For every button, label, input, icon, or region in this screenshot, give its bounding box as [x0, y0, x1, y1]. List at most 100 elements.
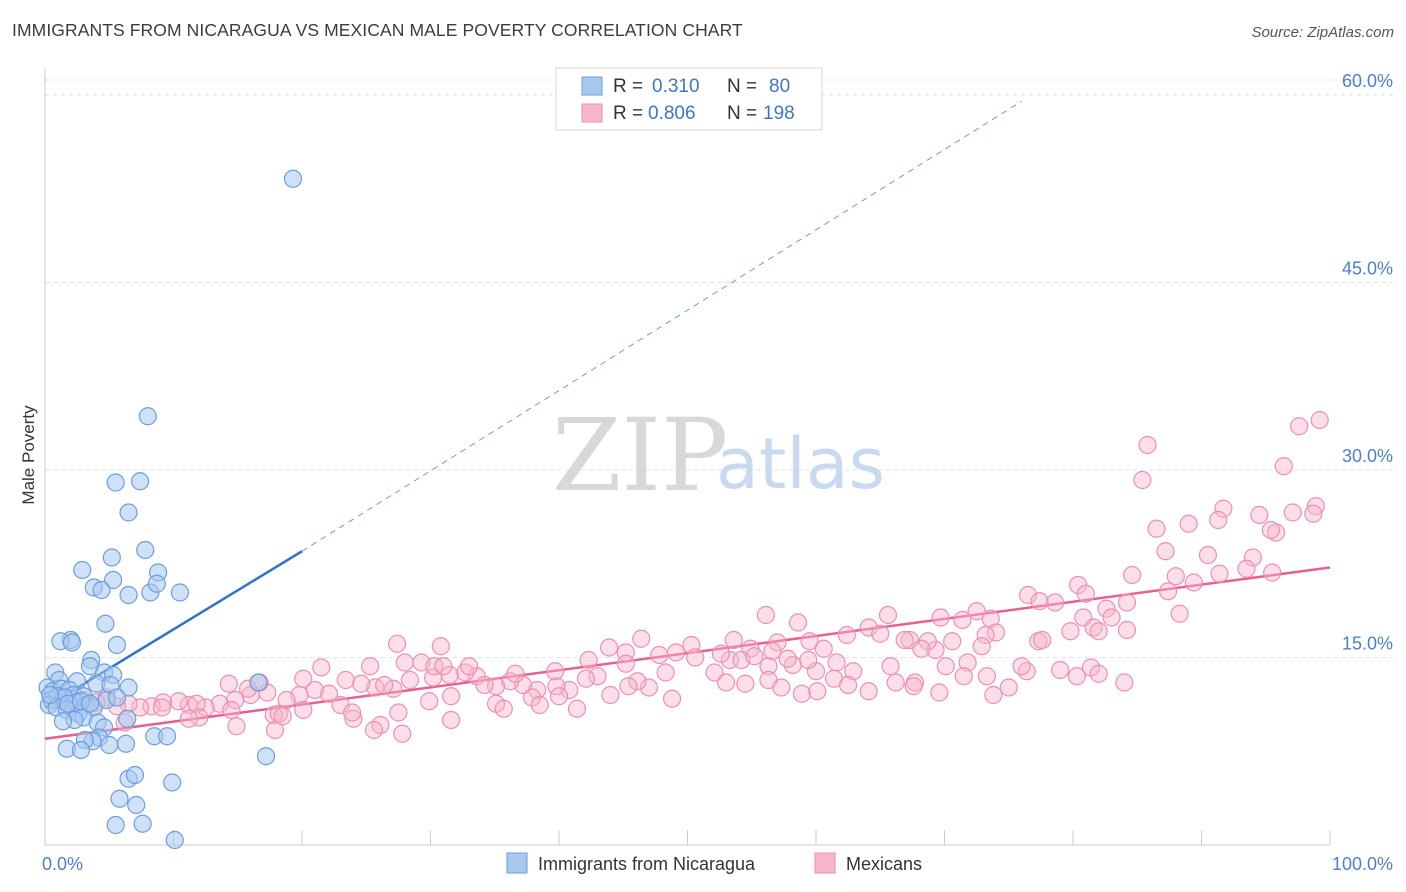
- point-mexicans: [1117, 593, 1137, 612]
- point-mexicans: [1018, 585, 1038, 605]
- point-mexicans: [1089, 622, 1108, 641]
- point-mexicans: [837, 625, 856, 645]
- legend-n-label-2: N =: [727, 103, 757, 124]
- point-mexicans: [179, 695, 199, 715]
- point-nicaragua: [133, 814, 152, 833]
- bottom-legend-label-mexicans: Mexicans: [846, 854, 922, 874]
- point-mexicans: [431, 637, 450, 656]
- point-nicaragua: [170, 583, 190, 602]
- point-mexicans: [639, 678, 659, 697]
- point-mexicans: [1210, 564, 1229, 583]
- point-mexicans: [1304, 504, 1323, 523]
- point-mexicans: [546, 662, 565, 681]
- point-nicaragua: [127, 795, 146, 815]
- point-mexicans: [768, 633, 787, 652]
- point-mexicans: [827, 653, 846, 672]
- point-mexicans: [1033, 630, 1052, 650]
- point-mexicans: [859, 618, 878, 637]
- point-mexicans: [1237, 559, 1256, 578]
- point-mexicans: [227, 717, 246, 736]
- point-mexicans: [977, 667, 997, 686]
- point-nicaragua: [165, 830, 184, 850]
- point-mexicans: [958, 653, 977, 672]
- point-nicaragua: [157, 727, 177, 746]
- point-mexicans: [441, 710, 461, 730]
- point-mexicans: [343, 703, 362, 722]
- point-mexicans: [579, 650, 598, 670]
- point-mexicans: [1179, 514, 1198, 533]
- point-mexicans: [265, 720, 285, 740]
- point-mexicans: [393, 724, 412, 743]
- point-mexicans: [931, 608, 950, 627]
- point-mexicans: [972, 637, 991, 656]
- point-mexicans: [494, 699, 513, 718]
- point-mexicans: [792, 684, 811, 703]
- point-nicaragua: [73, 560, 92, 580]
- bottom-legend-swatch-nicaragua: [506, 852, 528, 874]
- point-mexicans: [1147, 519, 1166, 538]
- watermark-zip: ZIP: [552, 397, 728, 514]
- watermark-atlas: atlas: [716, 423, 885, 505]
- legend: R = 0.310 N = 80 R = 0.806 N = 198: [555, 67, 823, 131]
- bottom-legend-swatch-mexicans: [814, 852, 836, 874]
- point-mexicans: [656, 663, 675, 682]
- point-mexicans: [967, 602, 986, 621]
- point-mexicans: [814, 639, 833, 658]
- point-mexicans: [953, 610, 972, 630]
- point-mexicans: [588, 667, 607, 686]
- point-mexicans: [1184, 573, 1203, 592]
- legend-swatch-blue: [581, 76, 603, 96]
- data-points: [38, 169, 1329, 850]
- point-nicaragua: [256, 747, 276, 766]
- point-mexicans: [619, 677, 638, 696]
- point-mexicans: [179, 709, 199, 728]
- point-mexicans: [705, 663, 724, 682]
- point-nicaragua: [104, 570, 123, 590]
- point-mexicans: [1263, 563, 1282, 582]
- point-mexicans: [1123, 565, 1142, 585]
- point-mexicans: [600, 638, 619, 657]
- point-mexicans: [1051, 660, 1070, 680]
- point-mexicans: [1243, 548, 1263, 567]
- point-mexicans: [886, 673, 905, 692]
- point-mexicans: [859, 682, 878, 701]
- legend-r-value-2: 0.806: [648, 103, 696, 124]
- point-mexicans: [745, 647, 764, 666]
- point-mexicans: [839, 675, 858, 695]
- source-credit: Source: ZipAtlas.com: [1251, 24, 1394, 41]
- point-mexicans: [799, 650, 818, 670]
- point-mexicans: [881, 657, 900, 676]
- point-mexicans: [1097, 599, 1116, 618]
- point-nicaragua: [107, 688, 127, 707]
- point-mexicans: [1170, 604, 1189, 623]
- point-mexicans: [878, 605, 898, 625]
- point-mexicans: [1067, 667, 1086, 686]
- point-nicaragua: [80, 694, 100, 713]
- y-tick-labels: 15.0% 30.0% 45.0% 60.0%: [1342, 71, 1393, 654]
- chart-title: IMMIGRANTS FROM NICARAGUA VS MEXICAN MAL…: [12, 20, 743, 40]
- point-mexicans: [1133, 470, 1152, 490]
- point-mexicans: [930, 683, 949, 702]
- point-mexicans: [984, 685, 1003, 705]
- point-nicaragua: [106, 815, 125, 835]
- y-tick-label: 15.0%: [1342, 634, 1393, 654]
- point-mexicans: [294, 700, 313, 720]
- point-mexicans: [601, 685, 620, 705]
- x-tick-label: 0.0%: [42, 854, 83, 874]
- point-mexicans: [763, 642, 782, 661]
- point-mexicans: [778, 649, 797, 668]
- point-mexicans: [736, 674, 755, 693]
- point-mexicans: [1266, 523, 1286, 542]
- point-mexicans: [1261, 520, 1280, 540]
- point-mexicans: [904, 677, 923, 696]
- point-nicaragua: [71, 740, 91, 760]
- point-mexicans: [187, 694, 206, 713]
- point-mexicans: [844, 662, 863, 681]
- point-mexicans: [294, 669, 313, 688]
- point-nicaragua: [106, 473, 125, 492]
- point-mexicans: [344, 709, 363, 728]
- watermark: ZIP atlas: [552, 397, 885, 514]
- point-mexicans: [981, 609, 1000, 628]
- point-mexicans: [576, 669, 596, 688]
- point-nicaragua: [92, 580, 111, 600]
